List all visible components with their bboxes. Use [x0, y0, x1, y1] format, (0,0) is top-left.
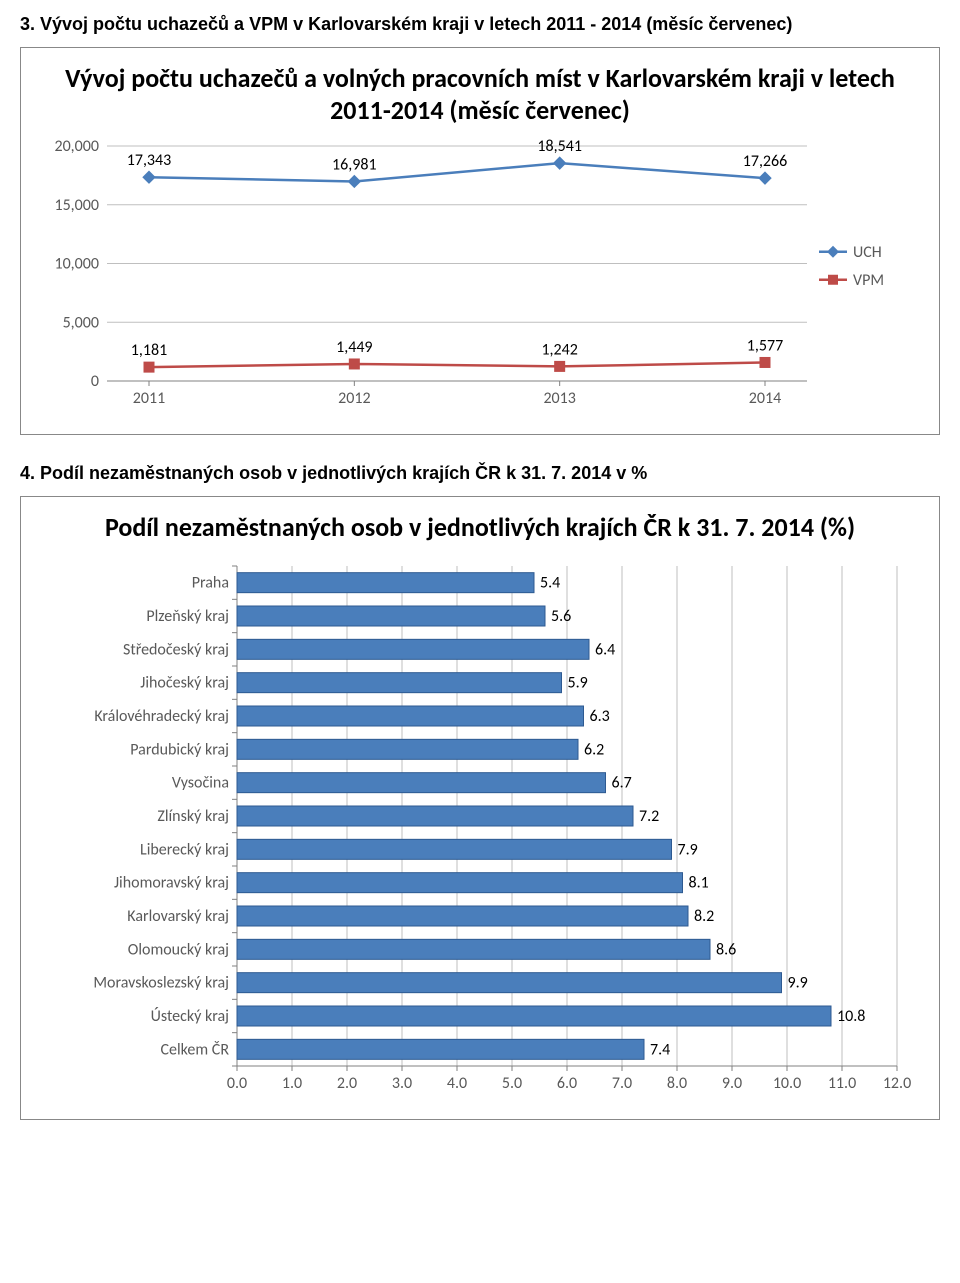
section1-heading: 3. Vývoj počtu uchazečů a VPM v Karlovar… [20, 14, 940, 35]
chart2-xtick: 0.0 [227, 1074, 247, 1093]
chart2-bar [237, 973, 782, 993]
chart2-value-label: 7.9 [678, 840, 698, 859]
chart2-bar [237, 1006, 831, 1026]
chart2-xtick: 9.0 [722, 1074, 742, 1093]
chart2-bar [237, 806, 633, 826]
chart1-marker [143, 171, 155, 183]
chart1-ytick: 15,000 [54, 196, 99, 215]
chart1-data-label: 17,266 [743, 152, 788, 171]
chart2-ylabel: Vysočina [172, 774, 229, 793]
chart1-data-label: 1,449 [336, 338, 372, 357]
chart2-bar [237, 706, 584, 726]
chart2-title: Podíl nezaměstnaných osob v jednotlivých… [37, 511, 923, 543]
chart2-value-label: 10.8 [837, 1007, 865, 1026]
chart2-bar [237, 773, 606, 793]
chart2-ylabel: Liberecký kraj [140, 840, 229, 859]
chart2-bar [237, 573, 534, 593]
chart2-ylabel: Zlínský kraj [157, 807, 229, 826]
chart2-ylabel: Moravskoslezský kraj [93, 974, 229, 993]
chart1-data-label: 16,981 [332, 155, 377, 174]
chart2-ylabel: Jihomoravský kraj [114, 874, 229, 893]
chart1-marker [759, 172, 771, 184]
chart2-bar [237, 639, 589, 659]
chart2-value-label: 9.9 [788, 974, 808, 993]
chart2-bar [237, 873, 683, 893]
chart2-value-label: 7.4 [650, 1040, 670, 1059]
chart2-value-label: 6.3 [590, 707, 610, 726]
chart1-xtick: 2011 [133, 389, 165, 408]
chart2-xtick: 12.0 [883, 1074, 911, 1093]
chart2-ylabel: Celkem ČR [161, 1040, 230, 1059]
chart2-xtick: 5.0 [502, 1074, 522, 1093]
chart2-xtick: 10.0 [773, 1074, 801, 1093]
chart1-data-label: 1,181 [131, 341, 167, 360]
chart2-bar [237, 739, 578, 759]
chart2-ylabel: Ústecký kraj [151, 1007, 229, 1026]
chart1-marker [555, 361, 565, 371]
chart1-data-label: 17,343 [127, 151, 172, 170]
chart1-ytick: 0 [91, 372, 99, 391]
chart1-title: Vývoj počtu uchazečů a volných pracovníc… [37, 62, 923, 126]
chart2-xtick: 8.0 [667, 1074, 687, 1093]
chart1-ytick: 10,000 [54, 255, 99, 274]
chart1-marker [348, 175, 360, 187]
chart1-xtick: 2012 [338, 389, 370, 408]
chart2-xtick: 3.0 [392, 1074, 412, 1093]
chart2-value-label: 6.2 [584, 740, 604, 759]
chart1-series-line [149, 163, 765, 181]
chart1-plot: 0 5,000 10,000 15,000 20,000 2011 2012 2013 2014… [37, 136, 917, 416]
chart2-xtick: 11.0 [828, 1074, 856, 1093]
chart2-ylabel: Královéhradecký kraj [94, 707, 229, 726]
chart1-legend-label: UCH [853, 243, 882, 262]
chart2-value-label: 7.2 [639, 807, 659, 826]
chart2-bar [237, 606, 545, 626]
chart1-legend-label: VPM [853, 271, 884, 290]
chart2-value-label: 8.2 [694, 907, 714, 926]
chart2-bar [237, 906, 688, 926]
chart2-xtick: 7.0 [612, 1074, 632, 1093]
chart1-container: Vývoj počtu uchazečů a volných pracovníc… [20, 47, 940, 435]
chart2-ylabel: Jihočeský kraj [140, 674, 229, 693]
chart2-xtick: 4.0 [447, 1074, 467, 1093]
chart1-ytick: 20,000 [54, 137, 99, 156]
chart2-bar [237, 1039, 644, 1059]
chart2-value-label: 5.9 [568, 674, 588, 693]
chart2-ylabel: Karlovarský kraj [127, 907, 229, 926]
section2-heading: 4. Podíl nezaměstnaných osob v jednotliv… [20, 463, 940, 484]
chart2-bar [237, 839, 672, 859]
chart1-data-label: 1,577 [747, 336, 783, 355]
chart1-series-line [149, 362, 765, 367]
chart2-plot: 0.0 1.0 2.0 3.0 4.0 5.0 6.0 7.0 8.0 9.0 10.0 11.0 12… [37, 561, 917, 1101]
chart2-value-label: 6.4 [595, 640, 615, 659]
chart2-bar [237, 939, 710, 959]
chart2-ylabel: Plzeňský kraj [146, 607, 229, 626]
chart2-ylabel: Praha [192, 574, 229, 593]
chart1-marker [144, 362, 154, 372]
chart2-bar [237, 673, 562, 693]
chart2-xtick: 1.0 [282, 1074, 302, 1093]
chart2-value-label: 8.6 [716, 940, 736, 959]
chart2-ylabel: Olomoucký kraj [128, 940, 229, 959]
chart2-xtick: 6.0 [557, 1074, 577, 1093]
chart2-container: Podíl nezaměstnaných osob v jednotlivých… [20, 496, 940, 1120]
chart2-value-label: 5.4 [540, 574, 560, 593]
chart1-marker [349, 359, 359, 369]
chart2-value-label: 5.6 [551, 607, 571, 626]
chart2-ylabel: Středočeský kraj [123, 640, 229, 659]
chart1-data-label: 18,541 [537, 137, 582, 156]
chart1-xtick: 2013 [543, 389, 575, 408]
chart2-value-label: 6.7 [612, 774, 632, 793]
chart1-ytick: 5,000 [63, 313, 99, 332]
chart1-xtick: 2014 [749, 389, 781, 408]
chart1-marker [760, 357, 770, 367]
chart2-xtick: 2.0 [337, 1074, 357, 1093]
chart1-marker [554, 157, 566, 169]
chart1-data-label: 1,242 [541, 340, 577, 359]
chart2-ylabel: Pardubický kraj [130, 740, 229, 759]
chart2-value-label: 8.1 [689, 874, 709, 893]
